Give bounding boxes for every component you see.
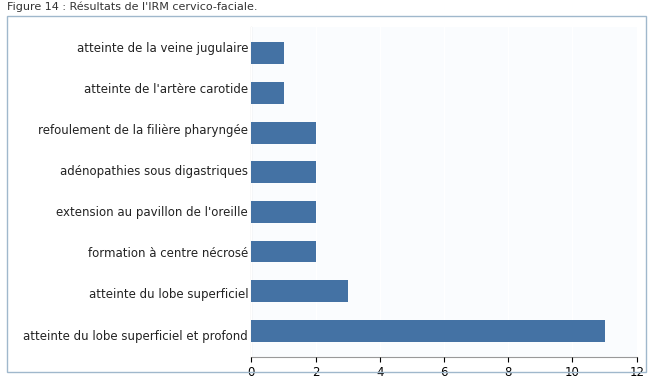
Text: atteinte du lobe superficiel: atteinte du lobe superficiel bbox=[89, 289, 248, 301]
Bar bbox=[251, 162, 315, 183]
Text: formation à centre nécrosé: formation à centre nécrosé bbox=[88, 247, 248, 260]
Bar bbox=[251, 122, 315, 143]
Bar bbox=[251, 320, 605, 342]
Bar bbox=[251, 280, 347, 302]
Text: atteinte de l'artère carotide: atteinte de l'artère carotide bbox=[84, 83, 248, 96]
Bar bbox=[251, 241, 315, 263]
Text: Figure 14 : Résultats de l'IRM cervico-faciale.: Figure 14 : Résultats de l'IRM cervico-f… bbox=[7, 2, 257, 13]
Bar bbox=[251, 42, 283, 64]
Text: extension au pavillon de l'oreille: extension au pavillon de l'oreille bbox=[56, 206, 248, 219]
Text: atteinte du lobe superficiel et profond: atteinte du lobe superficiel et profond bbox=[24, 330, 248, 343]
Text: atteinte de la veine jugulaire: atteinte de la veine jugulaire bbox=[76, 42, 248, 54]
Text: refoulement de la filière pharyngée: refoulement de la filière pharyngée bbox=[38, 124, 248, 137]
Text: adénopathies sous digastriques: adénopathies sous digastriques bbox=[60, 165, 248, 178]
Bar bbox=[251, 82, 283, 104]
Bar bbox=[251, 201, 315, 223]
